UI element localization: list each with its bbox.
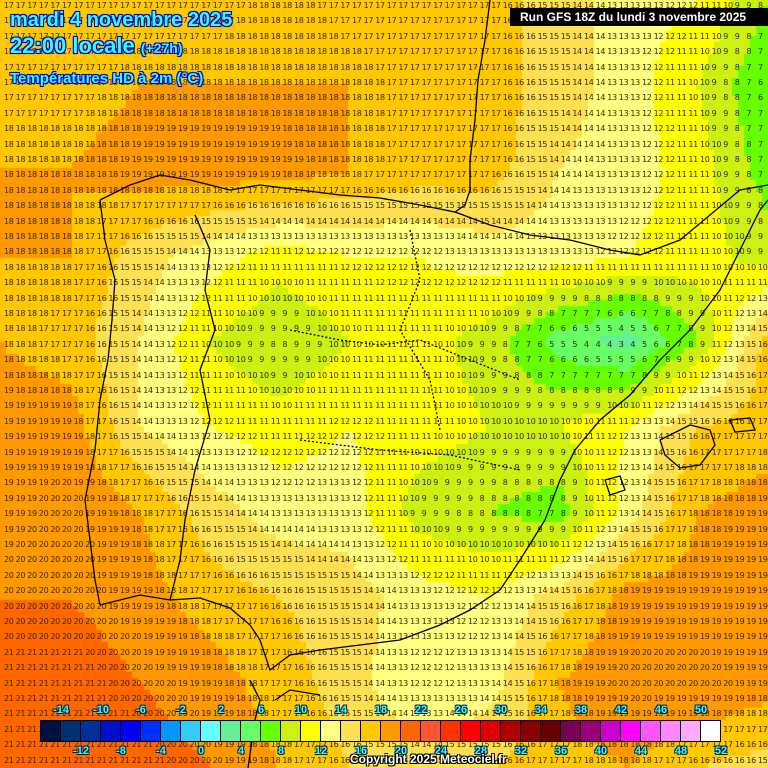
legend-swatch: [201, 721, 221, 741]
legend-bottom-label: 48: [674, 745, 688, 757]
legend-swatch: [301, 721, 321, 741]
legend-bottom-label: 24: [434, 745, 448, 757]
legend-bottom-label: 12: [314, 745, 328, 757]
legend-bottom-label: 36: [554, 745, 568, 757]
legend-swatch: [441, 721, 461, 741]
region-border: [399, 229, 441, 431]
legend-swatch: [121, 721, 141, 741]
legend-bottom-label: 8: [277, 745, 285, 757]
legend-swatch: [381, 721, 401, 741]
legend-swatch: [241, 721, 261, 741]
legend-top-label: 14: [334, 704, 348, 716]
legend-swatch: [501, 721, 521, 741]
legend-swatch: [521, 721, 541, 741]
legend-swatch: [461, 721, 481, 741]
legend-top-label: 34: [534, 704, 548, 716]
legend-swatch: [361, 721, 381, 741]
legend-swatch: [561, 721, 581, 741]
forecast-time: 22:00 locale (+27h): [10, 33, 183, 59]
portugal-border: [169, 214, 216, 601]
legend-swatch: [41, 721, 61, 741]
legend-top-label: -6: [136, 704, 146, 716]
menorca-outline: [729, 417, 756, 433]
forecast-date: mardi 4 novembre 2025: [10, 9, 233, 31]
legend-swatch: [81, 721, 101, 741]
legend-swatch: [681, 721, 701, 741]
mallorca-outline: [659, 424, 716, 469]
east-coast: [499, 199, 768, 591]
legend-bottom-label: -8: [116, 745, 126, 757]
legend-top-label: -14: [53, 704, 69, 716]
legend-bottom-label: 28: [474, 745, 488, 757]
legend-bottom-label: 16: [354, 745, 368, 757]
legend-top-label: 38: [574, 704, 588, 716]
legend-bottom-label: -4: [156, 745, 166, 757]
legend-bottom-label: 44: [634, 745, 648, 757]
region-border: [299, 439, 521, 471]
legend-swatch: [641, 721, 661, 741]
legend-top-label: 2: [217, 704, 225, 716]
legend-bottom-label: 4: [237, 745, 245, 757]
legend-swatch: [221, 721, 241, 741]
color-scale-legend: [40, 720, 721, 742]
legend-swatch: [621, 721, 641, 741]
lead-time: (+27h): [140, 40, 183, 56]
legend-bottom-label: 0: [197, 745, 205, 757]
legend-top-label: 42: [614, 704, 628, 716]
legend-swatch: [101, 721, 121, 741]
legend-top-label: 26: [454, 704, 468, 716]
south-coast: [99, 589, 501, 672]
product-title: Températures HD à 2m (°C): [10, 70, 204, 87]
copyright: Copyright 2025 Meteociel.fr: [350, 752, 507, 766]
legend-swatch: [161, 721, 181, 741]
legend-swatch: [341, 721, 361, 741]
local-time: 22:00 locale: [10, 33, 135, 58]
legend-top-label: 50: [694, 704, 708, 716]
legend-top-label: 10: [294, 704, 308, 716]
ibiza-outline: [604, 475, 626, 496]
legend-bottom-label: 32: [514, 745, 528, 757]
legend-top-label: -10: [93, 704, 109, 716]
west-coast: [84, 199, 116, 606]
legend-bottom-label: -12: [73, 745, 89, 757]
legend-bottom-label: 40: [594, 745, 608, 757]
legend-swatch: [281, 721, 301, 741]
legend-swatch: [141, 721, 161, 741]
legend-swatch: [481, 721, 501, 741]
spain-north-coast: [99, 160, 471, 213]
legend-top-label: 30: [494, 704, 508, 716]
legend-swatch: [661, 721, 681, 741]
legend-swatch: [581, 721, 601, 741]
legend-swatch: [401, 721, 421, 741]
legend-bottom-label: 52: [714, 745, 728, 757]
legend-swatch: [61, 721, 81, 741]
legend-swatch: [181, 721, 201, 741]
france-atlantic-coast: [469, 0, 491, 161]
legend-top-label: 22: [414, 704, 428, 716]
pyrenees-border: [454, 184, 768, 256]
legend-swatch: [541, 721, 561, 741]
legend-swatch: [421, 721, 441, 741]
run-info-banner: Run GFS 18Z du lundi 3 novembre 2025: [510, 8, 768, 26]
morocco-coast-east: [274, 689, 321, 701]
legend-swatch: [321, 721, 341, 741]
legend-bottom-label: 20: [394, 745, 408, 757]
legend-top-label: 46: [654, 704, 668, 716]
legend-top-label: 18: [374, 704, 388, 716]
legend-top-label: 6: [257, 704, 265, 716]
legend-swatch: [701, 721, 720, 741]
legend-swatch: [601, 721, 621, 741]
legend-swatch: [261, 721, 281, 741]
morocco-coast: [247, 679, 261, 768]
legend-top-label: -2: [176, 704, 186, 716]
